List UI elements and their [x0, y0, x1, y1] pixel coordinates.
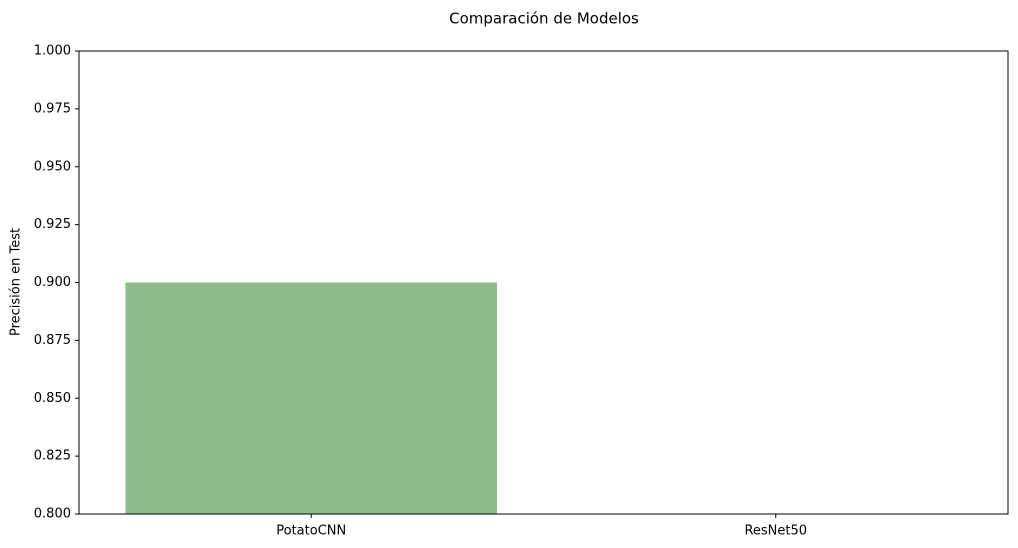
x-tick-label: PotatoCNN [276, 524, 346, 539]
y-tick-label: 0.850 [34, 391, 71, 406]
bars [125, 282, 498, 514]
y-tick-label: 0.800 [34, 507, 71, 522]
y-tick-label: 0.900 [34, 275, 71, 290]
y-tick-label: 0.975 [34, 101, 71, 116]
y-tick-label: 1.000 [34, 44, 71, 59]
y-axis-label: Precisión en Test [9, 228, 24, 336]
y-tick-label: 0.875 [34, 333, 71, 348]
y-tick-label: 0.825 [34, 449, 71, 464]
y-tick-label: 0.925 [34, 217, 71, 232]
x-tick-label: ResNet50 [744, 524, 807, 539]
chart-title: Comparación de Modelos [449, 10, 639, 28]
bar [125, 282, 498, 514]
y-tick-label: 0.950 [34, 159, 71, 174]
